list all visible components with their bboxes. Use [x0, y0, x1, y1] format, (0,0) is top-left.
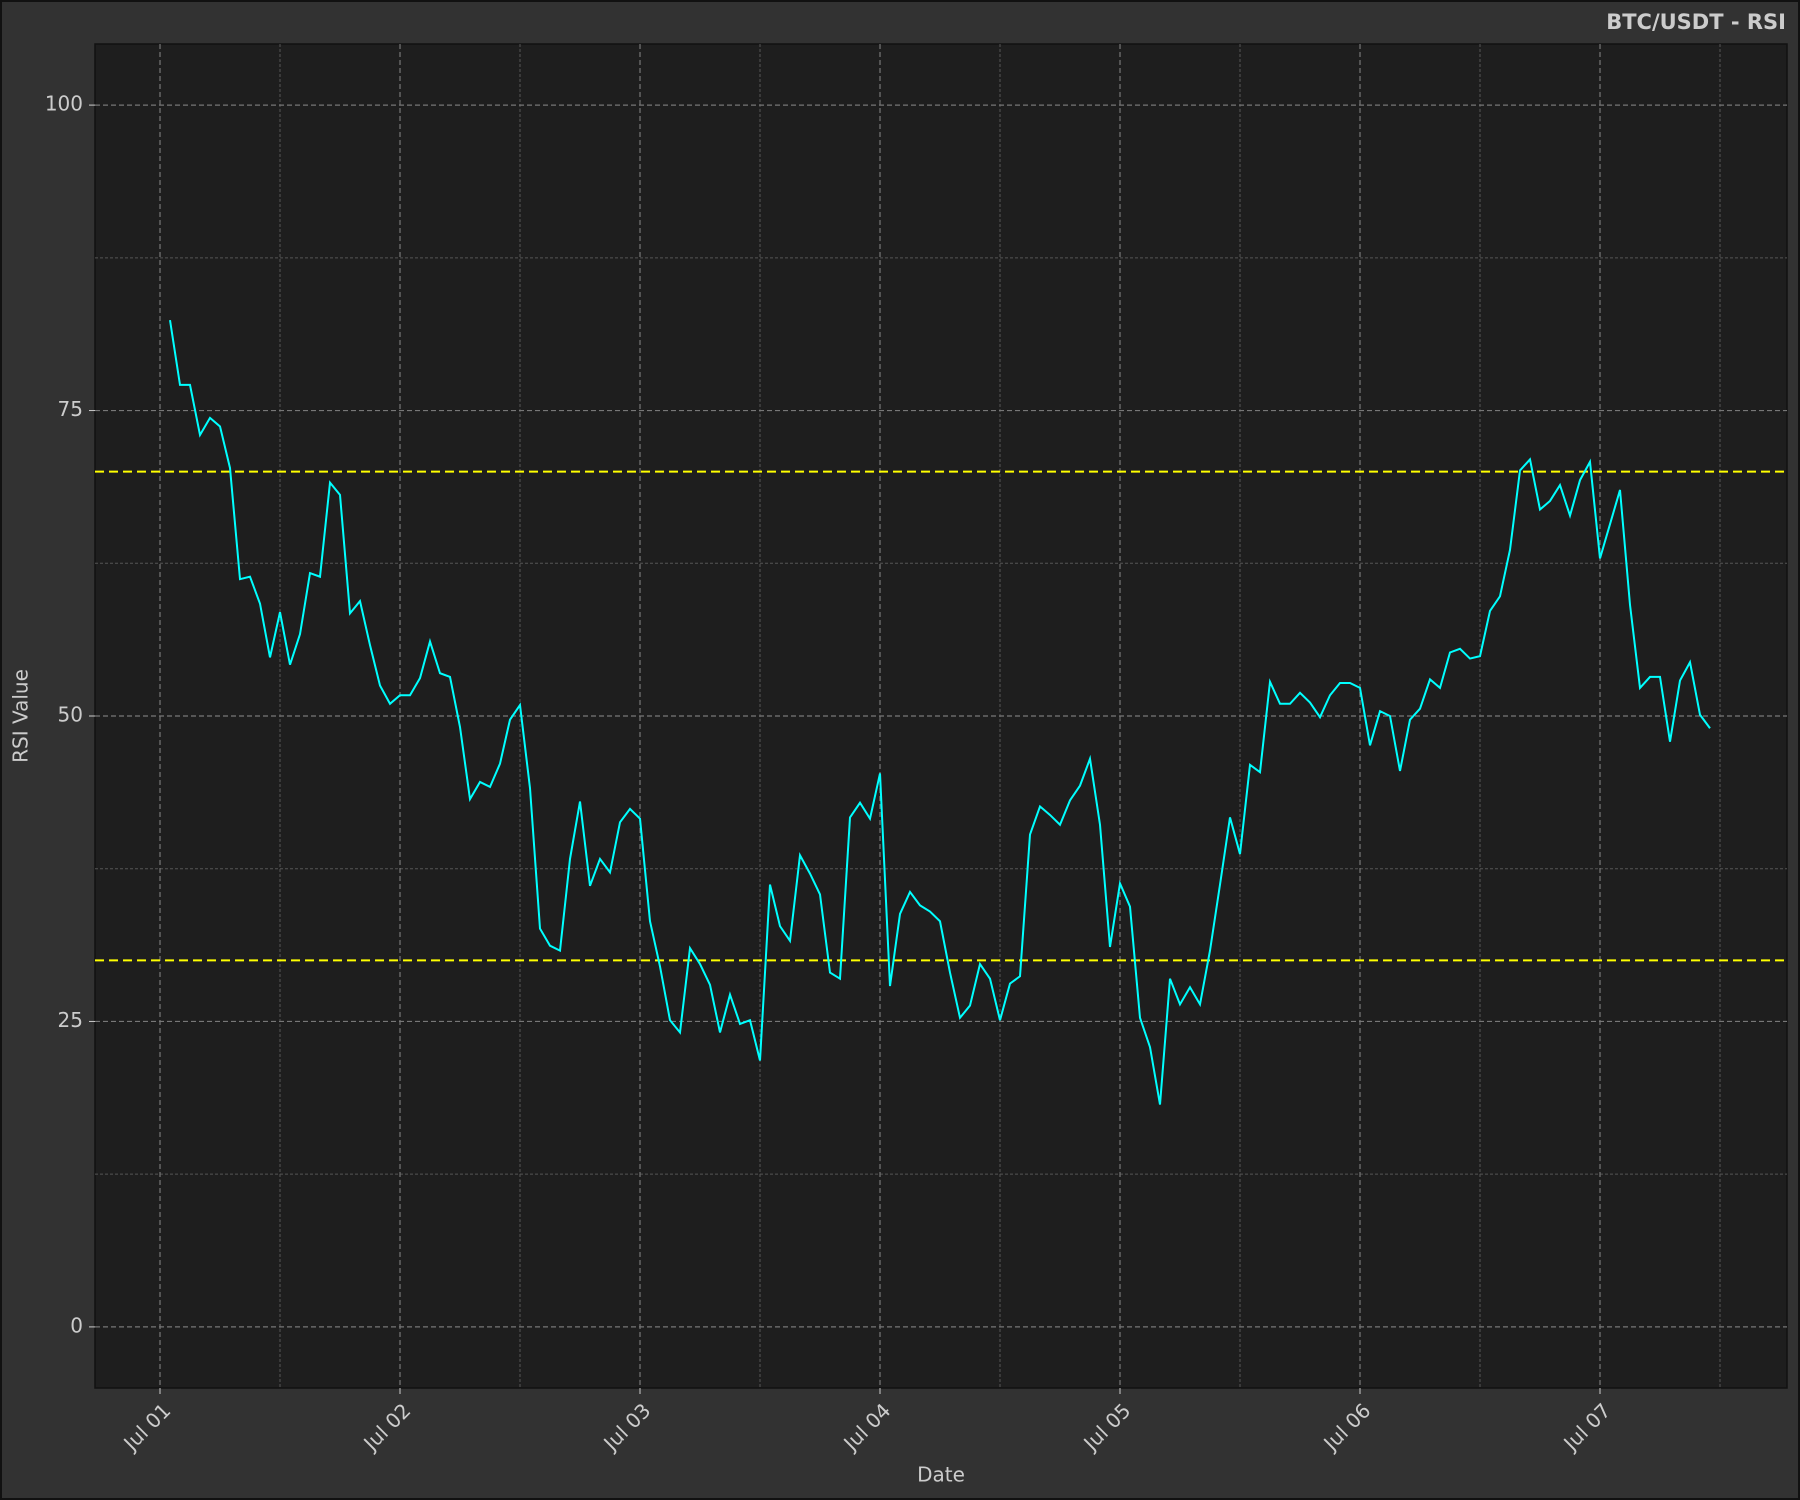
y-tick-label: 50 [58, 703, 83, 727]
chart-title: BTC/USDT - RSI [1606, 10, 1786, 34]
x-axis-label: Date [917, 1463, 965, 1487]
y-tick-label: 75 [58, 397, 83, 421]
y-tick-label: 0 [70, 1313, 83, 1337]
plot-area [94, 43, 1788, 1389]
y-tick-label: 25 [58, 1008, 83, 1032]
y-axis-label: RSI Value [9, 669, 33, 763]
rsi-line [169, 319, 1711, 1105]
y-tick-label: 100 [45, 92, 83, 116]
